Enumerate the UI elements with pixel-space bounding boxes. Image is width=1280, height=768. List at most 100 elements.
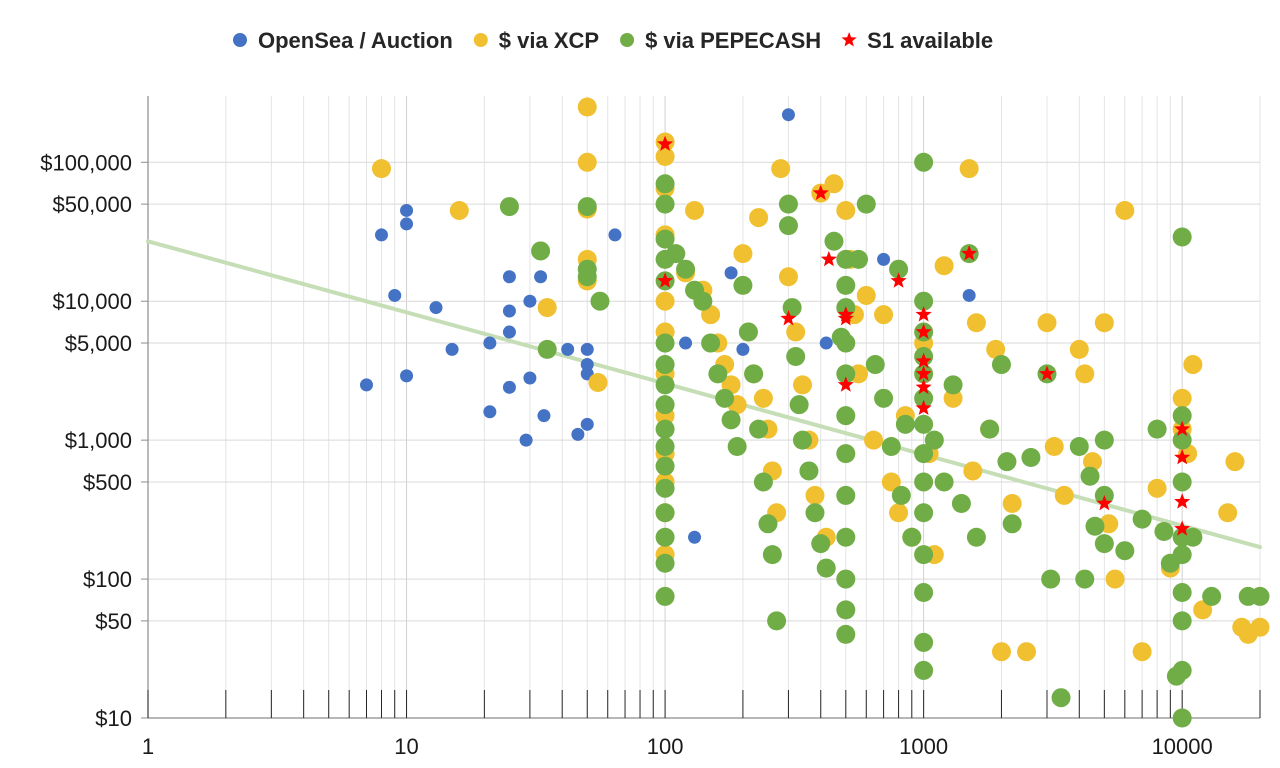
data-point: [571, 427, 585, 441]
data-point: [991, 642, 1011, 662]
data-point: [1225, 452, 1245, 472]
data-point: [1094, 430, 1114, 450]
data-point: [865, 355, 885, 375]
data-point: [758, 514, 778, 534]
y-tick-label: $10,000: [52, 289, 132, 314]
star-point: [915, 378, 932, 395]
data-point: [1172, 406, 1192, 426]
y-tick-label: $500: [83, 470, 132, 495]
data-point: [824, 231, 844, 251]
tick-labels: $10 $50 $100 $500 $1,000 $5,000 $10,000 $50,000…: [40, 150, 1213, 759]
data-point: [856, 285, 876, 305]
grid: [147, 96, 1261, 719]
data-point: [836, 527, 856, 547]
data-point: [914, 444, 934, 464]
star-point: [837, 376, 854, 392]
star-point: [915, 399, 932, 415]
data-point: [1172, 472, 1192, 492]
data-point: [767, 611, 787, 631]
data-point: [736, 342, 750, 356]
data-point: [371, 159, 391, 179]
data-point: [962, 288, 976, 302]
data-point: [811, 534, 831, 554]
data-point: [914, 503, 934, 523]
y-tick-label: $100,000: [40, 150, 132, 175]
data-point: [1041, 569, 1061, 589]
y-tick-label: $100: [83, 567, 132, 592]
data-point: [1147, 419, 1167, 439]
data-point: [782, 298, 802, 318]
data-point: [836, 406, 856, 426]
data-point: [836, 333, 856, 353]
star-point: [915, 323, 932, 339]
legend-label: $ via XCP: [499, 28, 599, 53]
data-point: [577, 197, 597, 217]
data-point: [1115, 541, 1135, 561]
star-point: [1038, 365, 1056, 381]
data-point: [849, 249, 869, 269]
series-3: [657, 135, 1191, 536]
data-point: [580, 417, 594, 431]
axes: [141, 96, 1261, 719]
data-point: [429, 301, 443, 315]
data-point: [856, 194, 876, 214]
data-point: [561, 342, 575, 356]
legend: OpenSea / Auction $ via XCP $ via PEPECASH…: [233, 28, 993, 53]
data-point: [1172, 611, 1192, 631]
data-point: [914, 291, 934, 311]
data-point: [836, 624, 856, 644]
legend-item-2: $ via PEPECASH: [620, 28, 821, 53]
data-point: [693, 291, 713, 311]
data-point: [914, 660, 934, 680]
data-point: [1172, 430, 1192, 450]
data-point: [1172, 708, 1192, 728]
data-point: [914, 545, 934, 565]
legend-star-marker: [841, 32, 857, 47]
data-point: [934, 472, 954, 492]
data-point: [502, 325, 516, 339]
data-point: [966, 527, 986, 547]
data-point: [874, 388, 894, 408]
data-point: [1044, 436, 1064, 456]
legend-marker: [233, 33, 247, 47]
star-point: [915, 365, 932, 381]
data-point: [1250, 617, 1270, 637]
data-point: [1132, 509, 1152, 529]
data-point: [749, 208, 769, 228]
data-point: [914, 583, 934, 603]
data-point: [1202, 586, 1222, 606]
data-point: [753, 472, 773, 492]
data-point: [531, 241, 551, 261]
data-point: [881, 436, 901, 456]
y-tick-label: $10: [95, 706, 132, 731]
star-point: [1174, 449, 1191, 465]
data-point: [374, 228, 388, 242]
data-point: [749, 419, 769, 439]
star-point: [1174, 493, 1191, 509]
data-point: [836, 485, 856, 505]
data-point: [963, 461, 983, 481]
data-point: [534, 270, 548, 284]
data-point: [733, 244, 753, 264]
data-point: [1193, 600, 1213, 620]
x-tick-label: 10000: [1152, 734, 1213, 759]
data-point: [655, 436, 675, 456]
data-point: [1172, 227, 1192, 247]
data-point: [1083, 452, 1103, 472]
data-point: [655, 174, 675, 194]
data-point: [836, 364, 856, 384]
data-point: [502, 380, 516, 394]
data-point: [986, 339, 1006, 359]
data-point: [874, 305, 894, 325]
trendline-line: [146, 239, 1262, 550]
data-point: [1218, 503, 1238, 523]
data-point: [889, 259, 909, 279]
data-point: [499, 197, 519, 217]
data-point: [1017, 642, 1037, 662]
data-point: [786, 346, 806, 366]
data-point: [701, 333, 721, 353]
star-point: [780, 310, 797, 326]
y-tick-label: $50,000: [52, 192, 132, 217]
data-point: [778, 267, 798, 287]
data-point: [951, 493, 971, 513]
